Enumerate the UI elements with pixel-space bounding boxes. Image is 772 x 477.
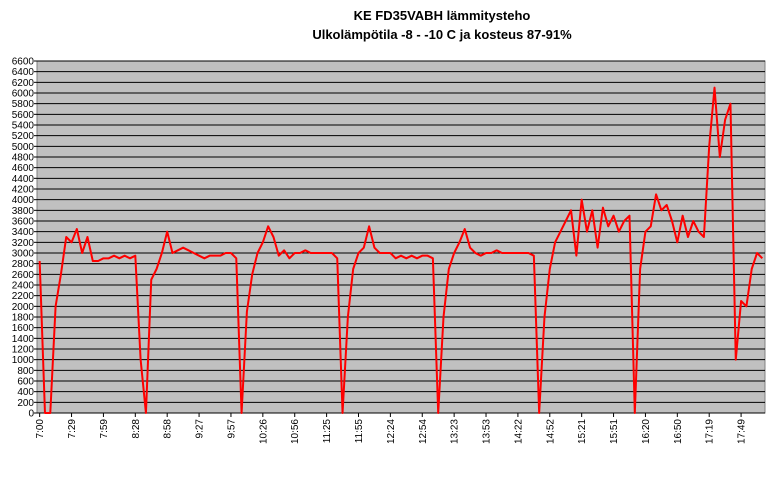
x-tick-label: 13:23 [450, 419, 461, 444]
x-tick-label: 9:27 [195, 419, 206, 439]
x-tick-label: 10:26 [258, 419, 269, 444]
y-tick-label: 5800 [12, 99, 35, 110]
x-tick-label: 10:56 [290, 419, 301, 444]
chart-title: KE FD35VABH lämmitysteho [354, 8, 531, 23]
y-tick-label: 600 [17, 377, 34, 388]
x-tick-label: 8:58 [163, 419, 174, 439]
y-tick-label: 5200 [12, 131, 35, 142]
x-tick-label: 12:24 [386, 419, 397, 444]
y-tick-label: 2000 [12, 302, 35, 313]
y-tick-label: 2400 [12, 281, 35, 292]
y-tick-label: 1200 [12, 345, 35, 356]
x-tick-label: 15:21 [577, 419, 588, 444]
x-tick-label: 17:19 [705, 419, 716, 444]
y-tick-label: 5000 [12, 142, 35, 153]
y-tick-label: 0 [28, 409, 34, 420]
x-tick-label: 12:54 [418, 419, 429, 444]
x-tick-label: 9:57 [226, 419, 237, 439]
y-tick-label: 4400 [12, 174, 35, 185]
x-tick-label: 16:20 [641, 419, 652, 444]
y-tick-label: 3800 [12, 206, 35, 217]
x-tick-label: 11:55 [354, 419, 365, 444]
y-tick-label: 1000 [12, 355, 35, 366]
y-tick-label: 6400 [12, 67, 35, 78]
y-tick-label: 3400 [12, 227, 35, 238]
y-tick-label: 2200 [12, 291, 35, 302]
y-tick-label: 1600 [12, 323, 35, 334]
x-tick-label: 7:29 [67, 419, 78, 439]
y-tick-label: 400 [17, 387, 34, 398]
y-tick-label: 3200 [12, 238, 35, 249]
y-tick-label: 3600 [12, 217, 35, 228]
y-tick-label: 2800 [12, 259, 35, 270]
y-tick-label: 3000 [12, 249, 35, 260]
plot-area [36, 60, 766, 414]
x-tick-label: 11:25 [322, 419, 333, 444]
x-tick-label: 16:50 [673, 419, 684, 444]
y-tick-label: 1400 [12, 334, 35, 345]
y-tick-label: 200 [17, 398, 34, 409]
chart-subtitle: Ulkolämpötila -8 - -10 C ja kosteus 87-9… [312, 27, 572, 42]
y-tick-label: 2600 [12, 270, 35, 281]
x-tick-label: 17:49 [737, 419, 748, 444]
y-tick-label: 4800 [12, 153, 35, 164]
y-tick-label: 6600 [12, 57, 35, 68]
y-tick-label: 5600 [12, 110, 35, 121]
x-tick-label: 14:52 [545, 419, 556, 444]
y-tick-label: 6200 [12, 78, 35, 89]
x-tick-label: 14:22 [513, 419, 524, 444]
y-tick-label: 1800 [12, 313, 35, 324]
y-tick-label: 4200 [12, 185, 35, 196]
y-tick-label: 4000 [12, 195, 35, 206]
y-tick-label: 6000 [12, 89, 35, 100]
data-line [38, 86, 764, 414]
x-tick-label: 13:53 [482, 419, 493, 444]
x-tick-label: 8:28 [131, 419, 142, 439]
y-tick-label: 800 [17, 366, 34, 377]
x-tick-label: 15:51 [609, 419, 620, 444]
y-tick-label: 4600 [12, 163, 35, 174]
x-tick-label: 7:00 [35, 419, 46, 439]
x-tick-label: 7:59 [99, 419, 110, 439]
y-tick-label: 5400 [12, 121, 35, 132]
